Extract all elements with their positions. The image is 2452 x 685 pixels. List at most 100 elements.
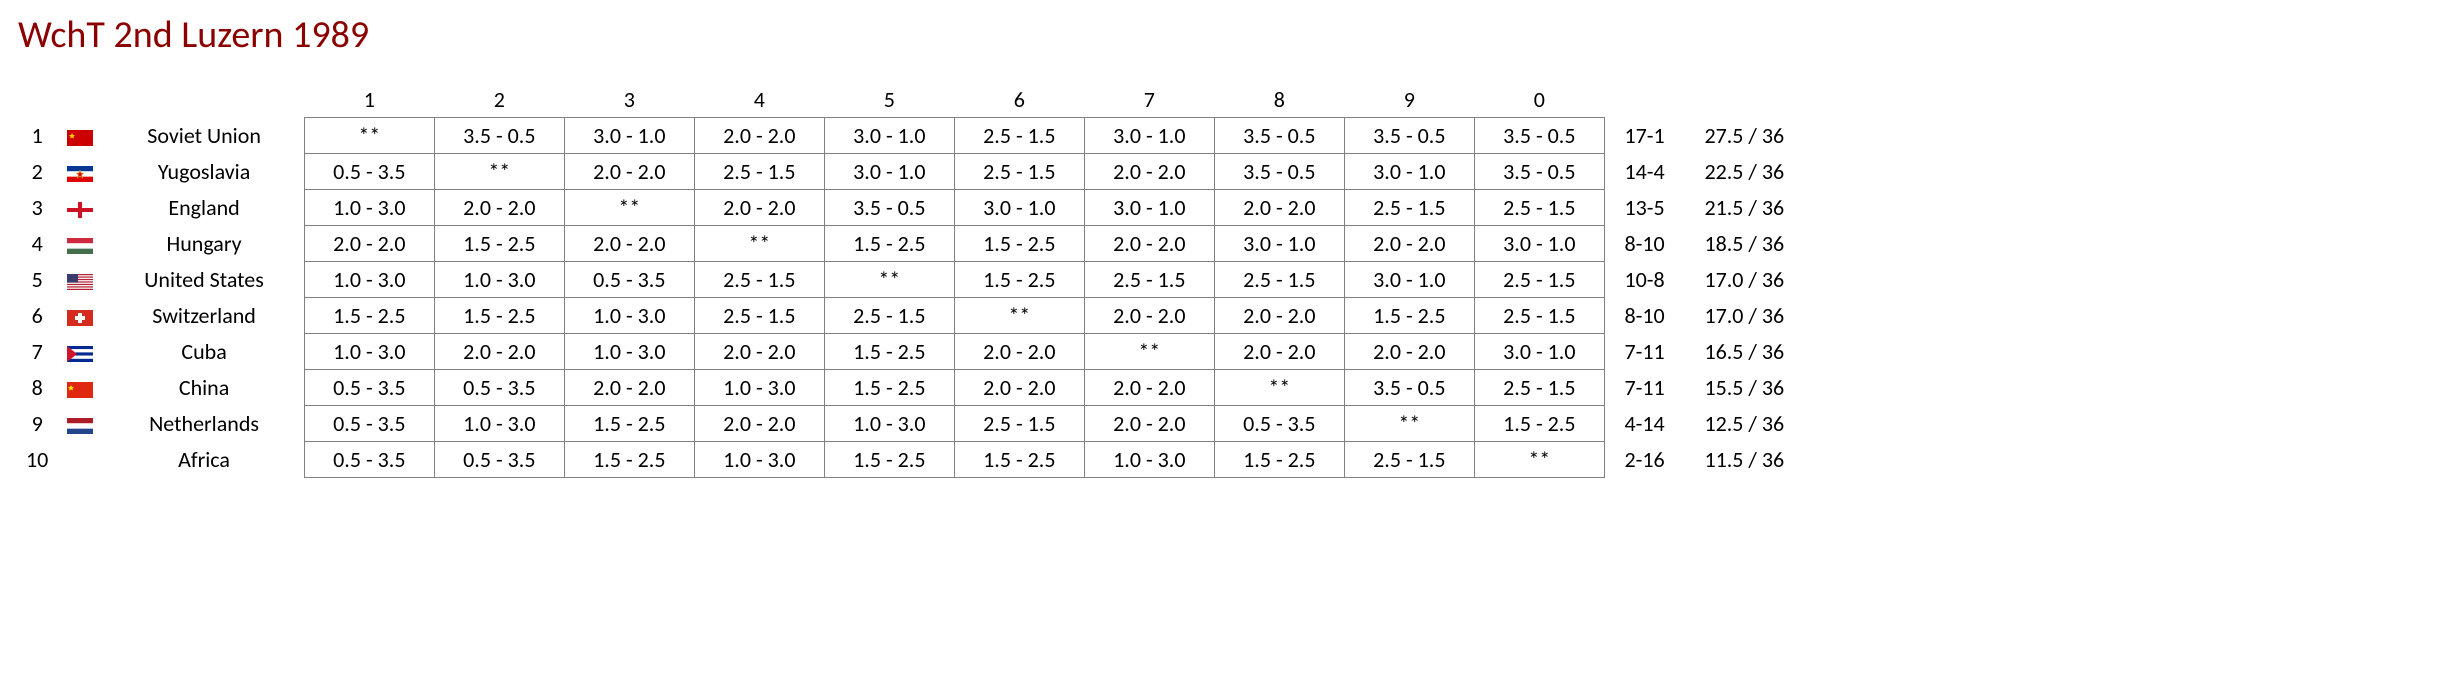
rank: 8 [18, 370, 56, 406]
flag-icon [56, 154, 104, 190]
result-cell: 2.5 - 1.5 [824, 298, 954, 334]
team-name: England [104, 190, 304, 226]
team-name: Cuba [104, 334, 304, 370]
team-name: China [104, 370, 304, 406]
result-cell: 2.5 - 1.5 [1214, 262, 1344, 298]
result-cell: 1.5 - 2.5 [564, 442, 694, 478]
result-cell: 2.5 - 1.5 [1474, 262, 1604, 298]
column-header: 2 [434, 82, 564, 118]
table-row: 4Hungary2.0 - 2.01.5 - 2.52.0 - 2.0**1.5… [18, 226, 1804, 262]
result-cell: 2.5 - 1.5 [954, 118, 1084, 154]
result-cell: 3.0 - 1.0 [1084, 118, 1214, 154]
result-cell: 1.5 - 2.5 [824, 334, 954, 370]
result-cell: 1.5 - 2.5 [1344, 298, 1474, 334]
score: 11.5 / 36 [1684, 442, 1804, 478]
table-row: 6Switzerland1.5 - 2.51.5 - 2.51.0 - 3.02… [18, 298, 1804, 334]
result-cell: 2.0 - 2.0 [694, 406, 824, 442]
result-cell: 2.5 - 1.5 [694, 298, 824, 334]
result-cell: 1.0 - 3.0 [304, 334, 434, 370]
team-name: Hungary [104, 226, 304, 262]
result-cell: ** [954, 298, 1084, 334]
flag-icon [56, 442, 104, 478]
result-cell: 3.5 - 0.5 [1474, 154, 1604, 190]
rank: 4 [18, 226, 56, 262]
result-cell: 1.5 - 2.5 [434, 226, 564, 262]
result-cell: 3.5 - 0.5 [434, 118, 564, 154]
score: 17.0 / 36 [1684, 262, 1804, 298]
result-cell: 2.0 - 2.0 [564, 226, 694, 262]
score: 17.0 / 36 [1684, 298, 1804, 334]
rank: 1 [18, 118, 56, 154]
result-cell: ** [564, 190, 694, 226]
record: 8-10 [1604, 298, 1684, 334]
column-header: 7 [1084, 82, 1214, 118]
flag-icon [56, 118, 104, 154]
table-row: 9Netherlands0.5 - 3.51.0 - 3.01.5 - 2.52… [18, 406, 1804, 442]
score: 18.5 / 36 [1684, 226, 1804, 262]
result-cell: ** [1084, 334, 1214, 370]
result-cell: 1.5 - 2.5 [564, 406, 694, 442]
flag-icon [56, 370, 104, 406]
result-cell: 0.5 - 3.5 [564, 262, 694, 298]
result-cell: 2.5 - 1.5 [1474, 298, 1604, 334]
rank: 3 [18, 190, 56, 226]
score: 21.5 / 36 [1684, 190, 1804, 226]
result-cell: 2.0 - 2.0 [694, 118, 824, 154]
result-cell: 2.0 - 2.0 [1084, 370, 1214, 406]
result-cell: 3.0 - 1.0 [824, 154, 954, 190]
team-name: Africa [104, 442, 304, 478]
result-cell: 1.0 - 3.0 [564, 298, 694, 334]
result-cell: 1.5 - 2.5 [1474, 406, 1604, 442]
column-header: 4 [694, 82, 824, 118]
score: 27.5 / 36 [1684, 118, 1804, 154]
result-cell: ** [304, 118, 434, 154]
team-name: United States [104, 262, 304, 298]
result-cell: 0.5 - 3.5 [304, 406, 434, 442]
column-header: 6 [954, 82, 1084, 118]
rank: 2 [18, 154, 56, 190]
result-cell: 2.0 - 2.0 [954, 370, 1084, 406]
rank: 7 [18, 334, 56, 370]
result-cell: 3.0 - 1.0 [564, 118, 694, 154]
result-cell: 1.0 - 3.0 [1084, 442, 1214, 478]
result-cell: 2.0 - 2.0 [1084, 406, 1214, 442]
flag-icon [56, 226, 104, 262]
team-name: Soviet Union [104, 118, 304, 154]
rank: 6 [18, 298, 56, 334]
result-cell: 3.0 - 1.0 [1474, 334, 1604, 370]
table-row: 1Soviet Union**3.5 - 0.53.0 - 1.02.0 - 2… [18, 118, 1804, 154]
score: 12.5 / 36 [1684, 406, 1804, 442]
record: 4-14 [1604, 406, 1684, 442]
result-cell: 0.5 - 3.5 [1214, 406, 1344, 442]
team-name: Yugoslavia [104, 154, 304, 190]
result-cell: 3.0 - 1.0 [1084, 190, 1214, 226]
record: 14-4 [1604, 154, 1684, 190]
rank: 5 [18, 262, 56, 298]
result-cell: 2.0 - 2.0 [434, 334, 564, 370]
result-cell: 2.5 - 1.5 [954, 154, 1084, 190]
column-header: 8 [1214, 82, 1344, 118]
result-cell: 3.5 - 0.5 [1344, 370, 1474, 406]
rank: 10 [18, 442, 56, 478]
result-cell: 2.0 - 2.0 [564, 154, 694, 190]
result-cell: 1.5 - 2.5 [434, 298, 564, 334]
result-cell: 3.5 - 0.5 [1214, 154, 1344, 190]
result-cell: 0.5 - 3.5 [304, 442, 434, 478]
team-name: Switzerland [104, 298, 304, 334]
result-cell: 0.5 - 3.5 [304, 370, 434, 406]
result-cell: 3.5 - 0.5 [1344, 118, 1474, 154]
result-cell: 1.5 - 2.5 [954, 442, 1084, 478]
result-cell: 2.5 - 1.5 [694, 154, 824, 190]
flag-icon [56, 262, 104, 298]
column-header: 1 [304, 82, 434, 118]
result-cell: 2.0 - 2.0 [1214, 298, 1344, 334]
result-cell: 1.0 - 3.0 [304, 262, 434, 298]
record: 13-5 [1604, 190, 1684, 226]
crosstable: 1234567890 1Soviet Union**3.5 - 0.53.0 -… [18, 82, 1804, 478]
result-cell: 2.0 - 2.0 [1214, 334, 1344, 370]
result-cell: 2.5 - 1.5 [1344, 190, 1474, 226]
flag-icon [56, 190, 104, 226]
result-cell: 2.5 - 1.5 [1344, 442, 1474, 478]
table-row: 7Cuba1.0 - 3.02.0 - 2.01.0 - 3.02.0 - 2.… [18, 334, 1804, 370]
result-cell: 2.5 - 1.5 [954, 406, 1084, 442]
